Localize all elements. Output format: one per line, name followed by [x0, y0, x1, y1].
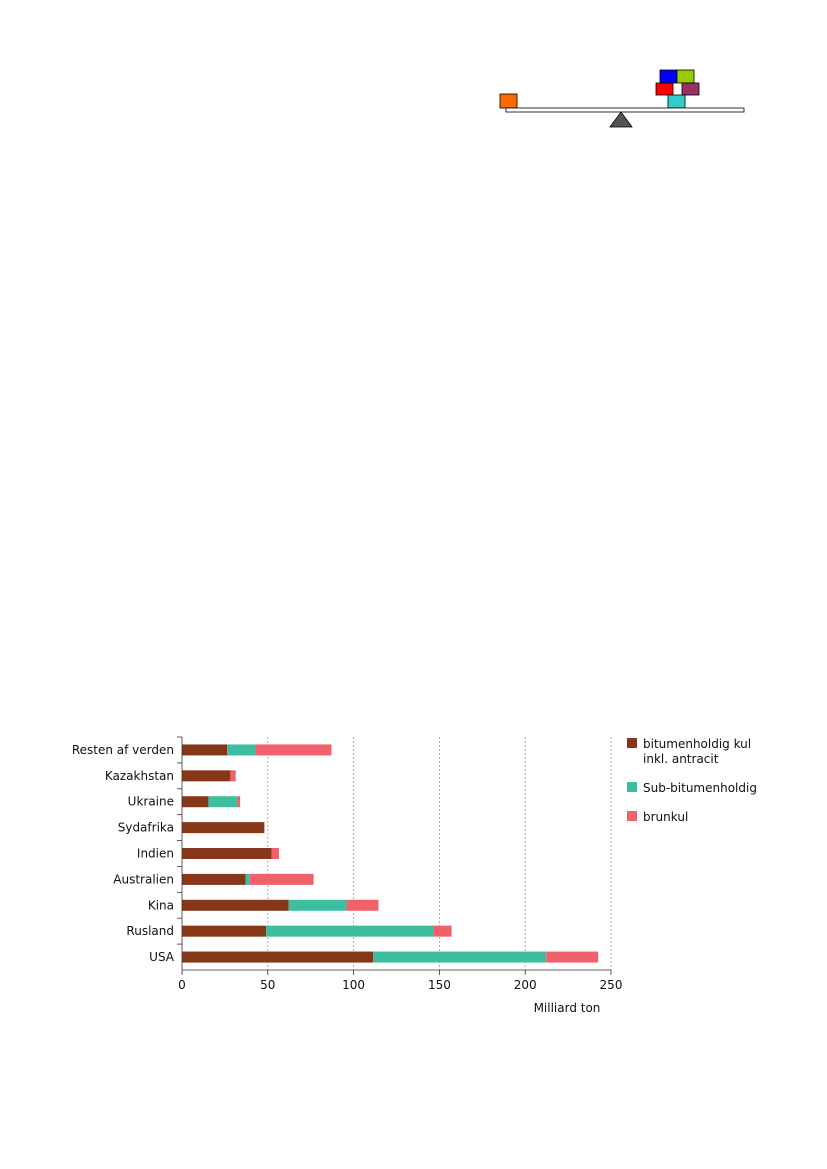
legend-label: inkl. antracit [643, 752, 719, 766]
category-label: Sydafrika [118, 821, 174, 835]
bar-segment [227, 744, 256, 756]
bar-segment [182, 770, 231, 782]
legend-swatch [627, 811, 637, 821]
legend-label: bitumenholdig kul [643, 737, 751, 751]
labels: 0 50 100 150 200 250 Milliard ton USA Rusland Kin… [72, 743, 623, 1015]
bar-segment [546, 951, 599, 963]
bar-segment [182, 796, 209, 808]
x-tick-label: 50 [260, 978, 275, 992]
bar-segment [433, 925, 452, 937]
bar-segment [346, 899, 379, 911]
x-tick-label: 0 [178, 978, 186, 992]
x-tick-label: 100 [342, 978, 365, 992]
category-label: Ukraine [128, 795, 174, 809]
bar-segment [182, 951, 373, 963]
bar-segment [182, 848, 272, 859]
x-tick-label: 150 [428, 978, 451, 992]
legend-swatch [627, 782, 637, 792]
bar-segment [249, 873, 314, 885]
logo-fulcrum [609, 111, 633, 128]
bar-segment [245, 873, 250, 885]
bar-segment [372, 951, 547, 963]
legend-label: brunkul [643, 810, 688, 824]
bar-segment [182, 925, 267, 937]
legend-label: Sub-bitumenholdig [643, 781, 757, 795]
bar-segment [208, 796, 237, 808]
category-label: Resten af verden [72, 743, 174, 757]
bars [182, 744, 599, 963]
bar-segment [288, 899, 347, 911]
category-label: Australien [113, 872, 174, 886]
category-label: Kazakhstan [105, 769, 174, 783]
logo-square-purple [681, 82, 700, 96]
category-label: Kina [148, 898, 174, 912]
category-label: USA [149, 950, 175, 964]
x-tick-label: 200 [514, 978, 537, 992]
x-tick-label: 250 [600, 978, 623, 992]
category-label: Indien [137, 847, 174, 861]
category-label: Rusland [126, 924, 174, 938]
bar-segment [182, 822, 265, 834]
logo-beam [505, 107, 745, 113]
bar-segment [182, 873, 246, 885]
x-axis-label: Milliard ton [534, 1001, 601, 1015]
bar-segment [255, 744, 332, 756]
legend-swatch [627, 738, 637, 748]
bar-segment [230, 770, 236, 782]
bar-segment [182, 899, 289, 911]
bar-segment [236, 796, 241, 808]
bar-segment [182, 744, 228, 756]
logo-square-red [655, 82, 674, 96]
bar-segment [266, 925, 434, 937]
bar-segment [271, 848, 279, 859]
axes [177, 736, 612, 975]
balance-scale-logo [499, 69, 745, 128]
